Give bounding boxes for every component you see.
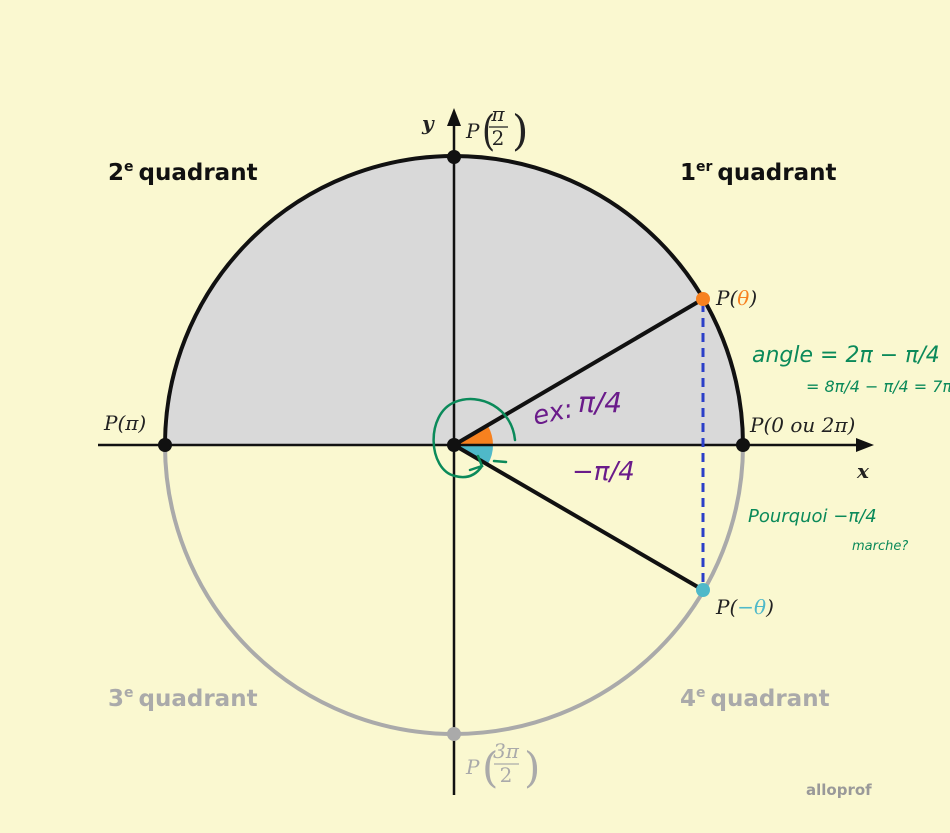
handwritten-minus-pi-over-4: −π/4 bbox=[572, 457, 635, 487]
radius-theta bbox=[452, 297, 705, 447]
svg-text:): ) bbox=[512, 106, 528, 155]
point-top bbox=[447, 150, 461, 164]
label-p-zero: P(0 ou 2π) bbox=[749, 413, 855, 437]
handwritten-question-line1: Pourquoi −π/4 bbox=[748, 506, 877, 527]
hand-drawn-rotation-arrow bbox=[432, 397, 517, 479]
quadrant-3-label: 3e quadrant bbox=[108, 685, 258, 712]
svg-text:2: 2 bbox=[500, 763, 513, 787]
handwritten-angle-line1: angle = 2π − π/4 bbox=[752, 343, 940, 368]
x-axis-arrow-icon bbox=[856, 438, 874, 452]
handwritten-pi-over-4: π/4 bbox=[578, 386, 622, 419]
label-p-theta: P(θ) bbox=[715, 286, 757, 310]
svg-text:(: ( bbox=[482, 106, 495, 155]
y-axis-label: y bbox=[421, 111, 435, 135]
handwritten-question-line2: marche? bbox=[852, 539, 908, 554]
svg-text:3π: 3π bbox=[493, 739, 520, 763]
point-minus-theta bbox=[696, 583, 710, 597]
y-axis-arrow-icon bbox=[447, 108, 461, 126]
label-p-pi-over-2: P ( π 2 ) bbox=[465, 102, 528, 155]
svg-text:(: ( bbox=[482, 743, 498, 792]
svg-text:P: P bbox=[465, 119, 480, 143]
origin-point bbox=[447, 438, 461, 452]
quadrant-4-label: 4e quadrant bbox=[680, 685, 830, 712]
handwritten-angle-line2: = 8π/4 − π/4 = 7π/4 bbox=[806, 377, 950, 396]
alloprof-watermark: alloprof bbox=[806, 781, 872, 799]
svg-text:π: π bbox=[490, 102, 505, 126]
point-zero bbox=[736, 438, 750, 452]
label-p-minus-theta: P(−θ) bbox=[715, 595, 774, 619]
label-p-pi: P(π) bbox=[103, 411, 146, 435]
quadrant-1-label: 1er quadrant bbox=[680, 159, 836, 186]
svg-text:2: 2 bbox=[492, 126, 505, 150]
svg-text:): ) bbox=[524, 743, 540, 792]
label-p-3pi-over-2: P ( 3π 2 ) bbox=[465, 739, 540, 792]
point-theta bbox=[696, 292, 710, 306]
point-pi bbox=[158, 438, 172, 452]
quadrant-2-label: 2e quadrant bbox=[108, 159, 258, 186]
svg-text:P: P bbox=[465, 755, 480, 779]
hand-drawn-tick bbox=[492, 459, 508, 464]
radius-minus-theta bbox=[452, 443, 705, 592]
x-axis-label: x bbox=[856, 459, 870, 483]
point-bottom bbox=[447, 727, 461, 741]
